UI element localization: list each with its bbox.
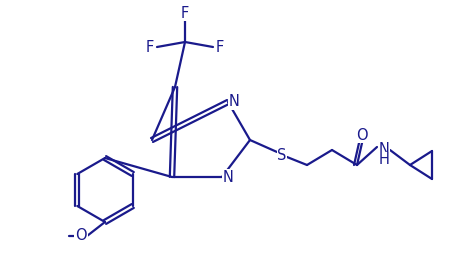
Text: H: H xyxy=(379,152,390,168)
Text: F: F xyxy=(216,39,224,55)
Text: N: N xyxy=(223,169,234,185)
Text: O: O xyxy=(356,127,368,143)
Text: N: N xyxy=(228,94,239,110)
Text: F: F xyxy=(146,39,154,55)
Text: F: F xyxy=(181,6,189,20)
Text: N: N xyxy=(379,143,390,157)
Text: O: O xyxy=(75,228,87,243)
Text: S: S xyxy=(277,148,287,163)
